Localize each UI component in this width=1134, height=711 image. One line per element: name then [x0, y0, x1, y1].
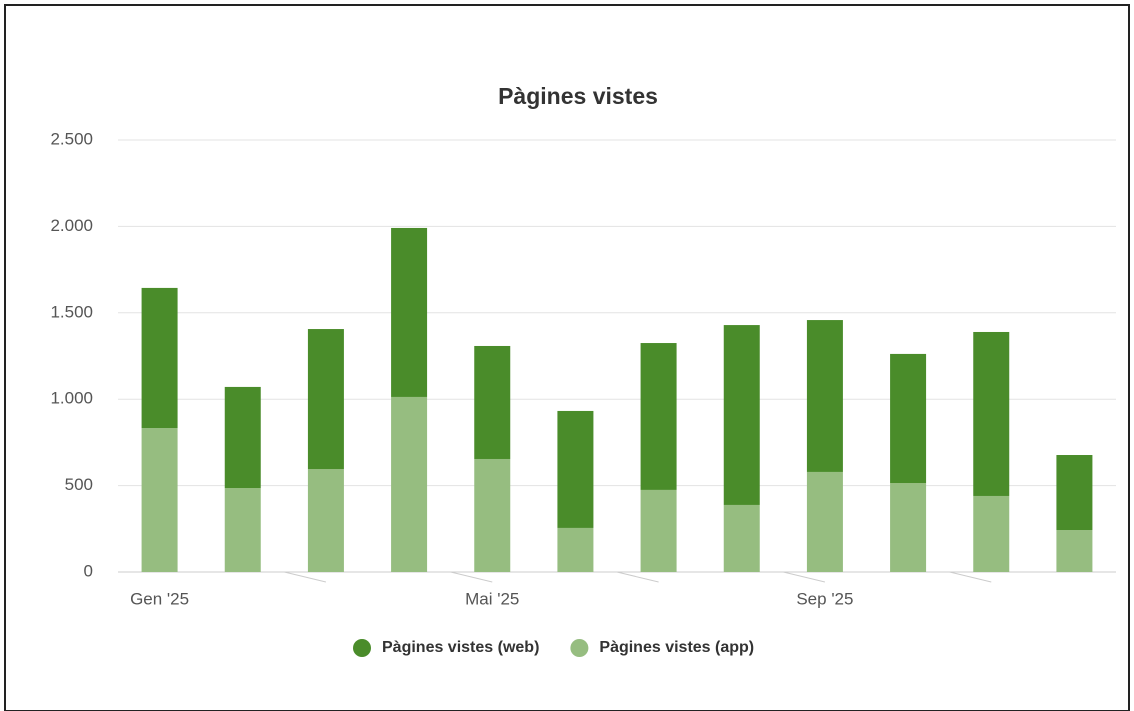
- bar-segment: [474, 345, 511, 459]
- x-tick-label: Mai '25: [465, 589, 519, 608]
- bar-segment: [307, 329, 344, 470]
- y-tick-label: 1.500: [50, 302, 93, 321]
- bar-segment: [806, 320, 843, 472]
- bar-segment: [723, 325, 760, 505]
- bar-segment: [557, 410, 594, 528]
- bar-segment: [640, 343, 677, 490]
- x-tick: [284, 571, 327, 583]
- bar-segment: [806, 471, 843, 572]
- bar-segment: [1056, 530, 1093, 572]
- legend-marker: [353, 639, 371, 657]
- frame: [4, 4, 1130, 711]
- bar-segment: [640, 489, 677, 572]
- bar-segment: [1056, 455, 1093, 531]
- bar-segment: [973, 331, 1010, 496]
- bar-segment: [224, 488, 261, 572]
- bar-segment: [391, 227, 428, 397]
- chart-title: Pàgines vistes: [498, 83, 658, 109]
- bar-segment: [391, 396, 428, 572]
- bar-segment: [224, 386, 261, 489]
- y-tick-label: 2.500: [50, 129, 93, 148]
- bar-segment: [557, 527, 594, 572]
- y-tick-label: 2.000: [50, 216, 93, 235]
- legend-label: Pàgines vistes (app): [599, 639, 754, 656]
- legend-label: Pàgines vistes (web): [382, 639, 539, 656]
- bar-segment: [141, 428, 178, 572]
- bar-segment: [307, 469, 344, 572]
- x-tick-label: Gen '25: [130, 589, 189, 608]
- bar-segment: [890, 353, 927, 484]
- x-tick: [616, 571, 659, 583]
- bar-segment: [890, 483, 927, 572]
- bar-segment: [973, 495, 1010, 572]
- x-tick: [783, 571, 826, 583]
- y-tick-label: 500: [65, 475, 93, 494]
- x-tick: [949, 571, 992, 583]
- bar-segment: [141, 287, 178, 429]
- y-tick-label: 0: [84, 561, 93, 580]
- bar-segment: [723, 504, 760, 572]
- bar-segment: [474, 458, 511, 572]
- x-tick: [450, 571, 493, 583]
- legend-marker: [570, 639, 589, 657]
- y-tick-label: 1.000: [50, 389, 93, 408]
- x-tick-label: Sep '25: [796, 589, 853, 608]
